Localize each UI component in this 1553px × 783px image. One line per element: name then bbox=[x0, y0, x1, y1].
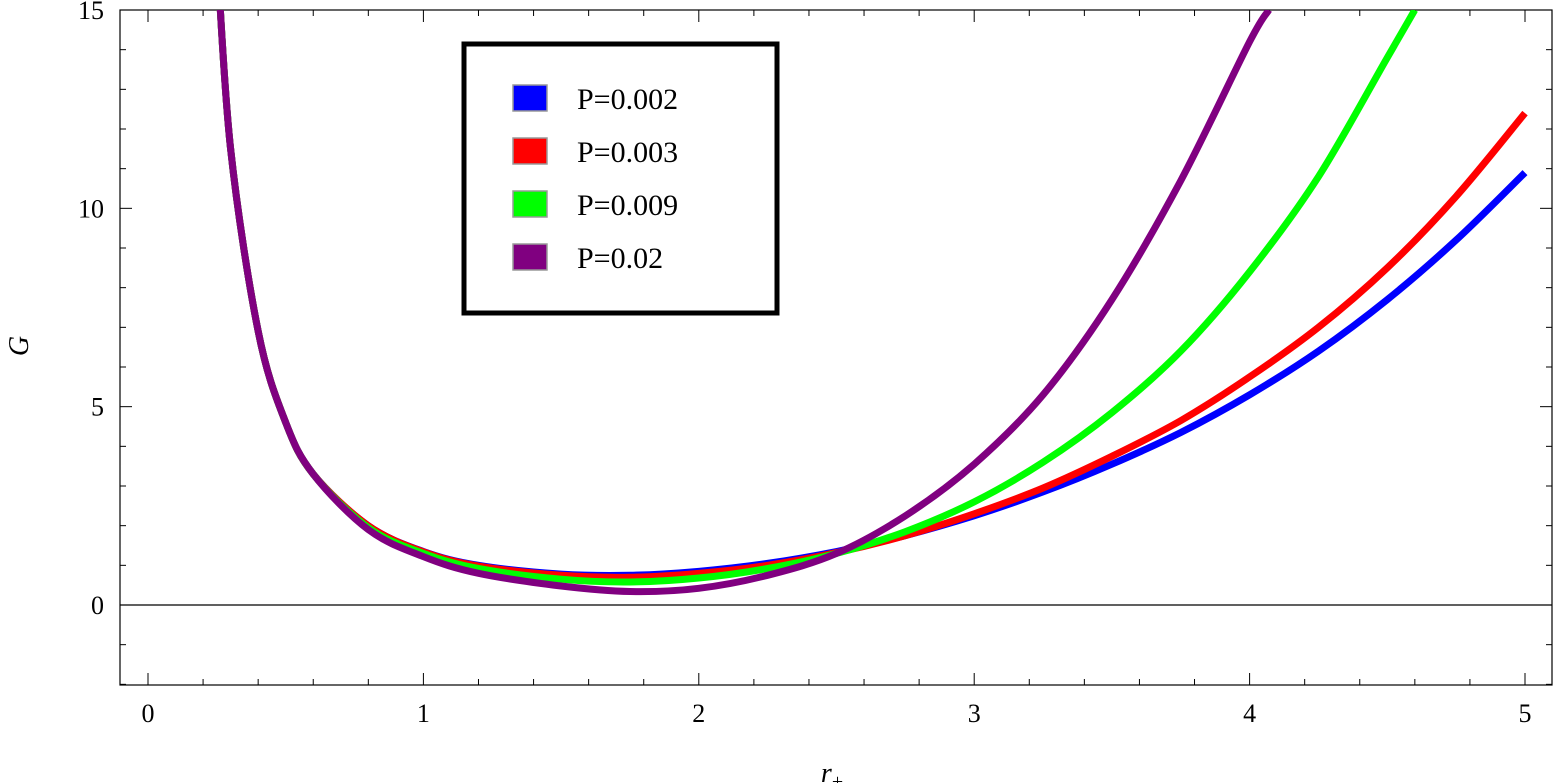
x-tick-label: 0 bbox=[142, 699, 155, 728]
x-axis-title-subscript: + bbox=[832, 771, 843, 783]
legend-swatch-2 bbox=[512, 137, 548, 165]
y-tick-label: 15 bbox=[78, 0, 104, 25]
x-tick-label: 2 bbox=[692, 699, 705, 728]
series-lines bbox=[216, 10, 1528, 596]
legend-swatch-3 bbox=[512, 190, 548, 218]
x-axis-title: r+ bbox=[821, 758, 843, 783]
legend-label-2: P=0.003 bbox=[577, 136, 678, 169]
y-tick-label: 0 bbox=[91, 591, 104, 620]
legend-label-3: P=0.009 bbox=[577, 189, 678, 222]
series-line-2 bbox=[216, 10, 1528, 581]
tick-labels: 0 1 2 3 4 5 0 5 10 15 bbox=[78, 0, 1532, 728]
series-line-4 bbox=[216, 10, 1272, 596]
series-line-1 bbox=[216, 10, 1528, 580]
series-line-3 bbox=[216, 10, 1418, 586]
y-tick-label: 5 bbox=[91, 393, 104, 422]
x-tick-label: 3 bbox=[968, 699, 981, 728]
plot-frame bbox=[119, 9, 1553, 686]
legend: P=0.002 P=0.003 P=0.009 P=0.02 bbox=[461, 41, 780, 316]
legend-label-4: P=0.02 bbox=[577, 242, 663, 275]
legend-swatch-4 bbox=[512, 243, 548, 271]
y-tick-label: 10 bbox=[78, 194, 104, 223]
x-tick-label: 4 bbox=[1243, 699, 1256, 728]
legend-label-1: P=0.002 bbox=[577, 83, 678, 116]
y-axis-title: G bbox=[4, 336, 35, 356]
ticks bbox=[120, 9, 1552, 685]
x-axis-title-main: r bbox=[821, 758, 832, 783]
x-tick-label: 1 bbox=[417, 699, 430, 728]
legend-swatch-1 bbox=[512, 84, 548, 112]
x-tick-label: 5 bbox=[1519, 699, 1532, 728]
